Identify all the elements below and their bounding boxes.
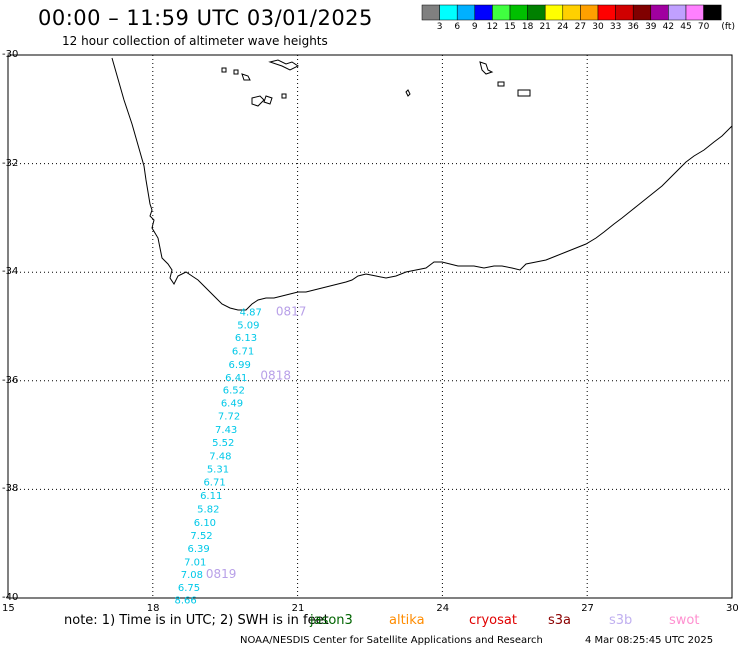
wave-height-value: 4.87 (240, 308, 262, 319)
satellite-name-s3b: s3b (609, 613, 633, 628)
wave-height-value: 6.11 (200, 491, 222, 502)
lon-tick-label: 24 (436, 603, 450, 614)
legend-swatch (421, 4, 440, 21)
lon-tick-label: 21 (291, 603, 305, 614)
wave-height-value: 6.10 (194, 518, 216, 529)
wave-height-value: 6.71 (203, 478, 225, 489)
wave-height-value: 6.99 (229, 360, 251, 371)
wave-height-value: 5.31 (207, 465, 229, 476)
pass-time-label: 0817 (276, 305, 307, 319)
wave-height-value: 6.52 (223, 385, 245, 396)
legend-label: 42 (662, 22, 675, 32)
legend-swatch (439, 4, 458, 21)
legend-label: 3 (436, 22, 443, 32)
wave-height-value: 8.66 (174, 595, 196, 606)
wave-height-value: 7.08 (181, 570, 203, 581)
legend-swatch (668, 4, 687, 21)
legend-swatch (509, 4, 528, 21)
coastline (111, 57, 733, 311)
generated-timestamp: 4 Mar 08:25:45 UTC 2025 (585, 635, 714, 646)
lon-tick-label: 27 (581, 603, 594, 614)
wave-height-value: 7.72 (218, 411, 240, 422)
map-title: 00:00 – 11:59 UTC 03/01/2025 (38, 6, 373, 30)
wave-height-value: 6.13 (235, 333, 257, 344)
legend-swatch (597, 4, 616, 21)
legend-label: 70 (697, 22, 710, 32)
lat-lon-grid (8, 55, 732, 598)
satellite-name-jason3: jason3 (310, 613, 353, 628)
legend-label: 9 (471, 22, 478, 32)
wave-height-value: 6.41 (225, 373, 247, 384)
wave-height-value: 7.52 (190, 531, 212, 542)
legend-label: 30 (592, 22, 604, 32)
legend-label: 36 (627, 22, 639, 32)
wave-height-value: 5.09 (237, 321, 259, 332)
wave-height-value: 7.01 (184, 557, 206, 568)
legend-swatch (615, 4, 634, 21)
wave-height-value: 7.43 (215, 425, 237, 436)
satellite-name-s3a: s3a (548, 613, 572, 628)
legend-swatch (456, 4, 476, 21)
satellite-name-cryosat: cryosat (469, 613, 517, 628)
legend-swatch (474, 4, 493, 21)
legend-swatch (703, 4, 722, 21)
islands (221, 59, 531, 107)
wave-height-value: 6.39 (188, 544, 210, 555)
legend-label: 33 (609, 22, 622, 32)
lon-tick-label: 30 (726, 603, 739, 614)
wave-height-value: 7.48 (209, 452, 231, 463)
legend-swatch (685, 4, 704, 21)
lon-tick-label: 15 (2, 603, 15, 614)
wave-height-labels: 4.87 5.096.13 6.71 6.99 6.416.52 6.49 7.72 7.43… (174, 308, 261, 607)
pass-time-labels: 0817 0818 0819 (206, 305, 307, 581)
satellite-name-altika: altika (389, 613, 425, 628)
credit-text: NOAA/NESDIS Center for Satellite Applica… (240, 635, 543, 646)
wave-height-value: 5.82 (197, 505, 219, 516)
legend-swatch (492, 4, 511, 21)
color-legend-bar (421, 4, 722, 21)
legend-label: 6 (454, 22, 461, 32)
legend-swatch (650, 4, 669, 21)
lat-tick-label: -36 (2, 374, 19, 386)
footer-note: note: 1) Time is in UTC; 2) SWH is in fe… (64, 613, 329, 628)
pass-time-label: 0819 (206, 567, 237, 581)
lat-tick-label: -34 (2, 266, 19, 278)
wave-height-value: 6.75 (178, 583, 200, 594)
map-subtitle: 12 hour collection of altimeter wave hei… (62, 34, 328, 48)
legend-label: 15 (504, 22, 516, 32)
legend-label: 45 (680, 22, 692, 32)
legend-label: 18 (521, 22, 534, 32)
legend-swatch (580, 4, 599, 21)
legend-swatch (632, 4, 652, 21)
legend-label: 39 (645, 22, 657, 32)
satellite-name-swot: swot (669, 613, 700, 628)
wave-height-value: 6.71 (232, 347, 254, 358)
lon-tick-label: 18 (146, 603, 160, 614)
legend-swatch (527, 4, 546, 21)
legend-label: 12 (486, 22, 499, 32)
legend-label: 21 (539, 22, 551, 32)
wave-height-value: 6.49 (221, 398, 243, 409)
lat-tick-label: -30 (2, 49, 19, 60)
legend-label: 24 (557, 22, 569, 32)
wave-height-value: 5.52 (212, 438, 234, 449)
legend-label: 27 (574, 22, 587, 32)
legend-unit: (ft) (721, 22, 735, 32)
lat-tick-label: -40 (2, 592, 19, 603)
legend-swatch (544, 4, 564, 21)
map-frame (7, 54, 733, 599)
lat-tick-label: -32 (2, 157, 19, 169)
pass-time-label: 0818 (260, 369, 291, 383)
legend-swatch (562, 4, 581, 21)
lat-tick-label: -38 (2, 483, 19, 495)
